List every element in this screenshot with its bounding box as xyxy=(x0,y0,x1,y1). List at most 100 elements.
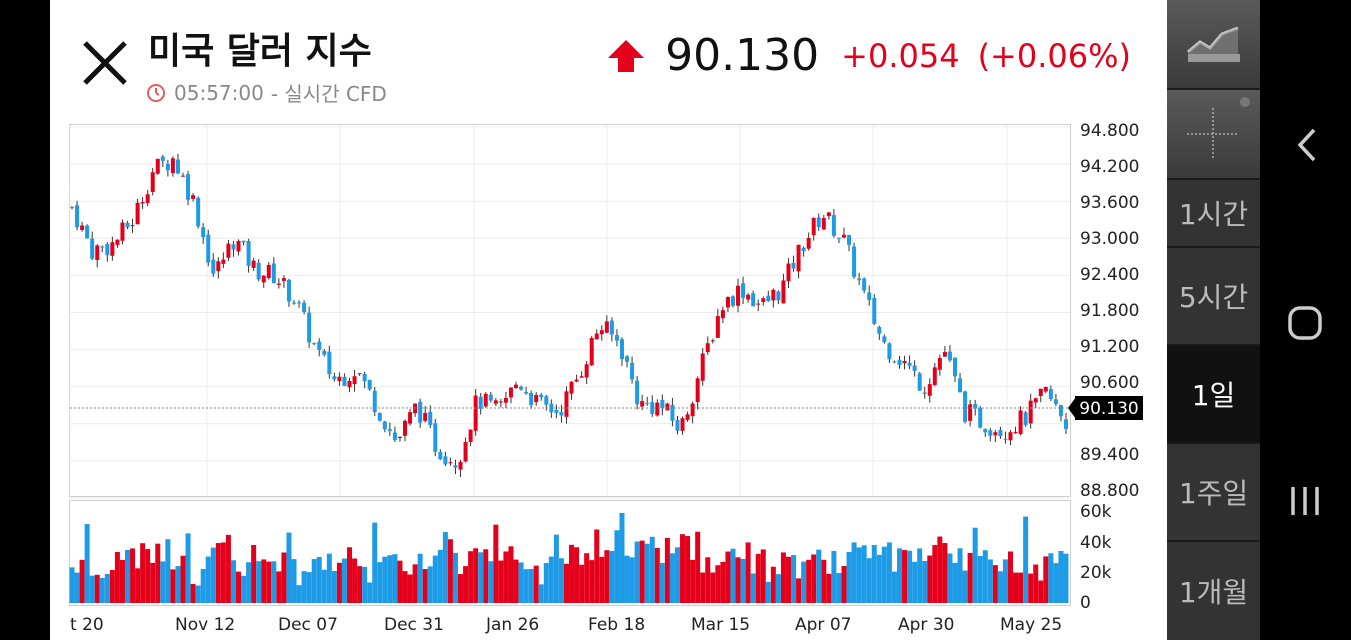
candle-body xyxy=(246,240,251,266)
candle-body xyxy=(630,362,635,380)
candle-body xyxy=(897,359,902,365)
volume-bar xyxy=(432,555,438,603)
volume-bar xyxy=(478,552,484,603)
candle-body xyxy=(332,376,337,380)
candle-body xyxy=(1008,432,1013,441)
chart-type-button[interactable] xyxy=(1167,0,1260,88)
price-tick-label: 94.800 xyxy=(1080,121,1139,141)
candle-body xyxy=(534,394,539,403)
line-chart-icon xyxy=(1186,26,1240,62)
volume-bar xyxy=(1043,556,1049,603)
price-tick-label: 88.800 xyxy=(1080,481,1139,501)
volume-bar xyxy=(896,548,902,603)
candle-body xyxy=(786,263,791,282)
volume-bar xyxy=(463,566,469,603)
candle-body xyxy=(685,414,690,420)
back-icon[interactable] xyxy=(1290,126,1324,164)
timeframe-1m[interactable]: 1개월 xyxy=(1167,542,1260,640)
volume-bar xyxy=(331,570,337,603)
timeframe-1w[interactable]: 1주일 xyxy=(1167,444,1260,540)
volume-bar xyxy=(841,566,847,603)
volume-bar xyxy=(412,564,418,603)
quote-time: 05:57:00 xyxy=(174,80,264,105)
current-price-label: 90.130 xyxy=(1079,399,1138,419)
date-tick-label: Apr 07 xyxy=(795,615,851,635)
volume-bar xyxy=(902,550,908,603)
candle-body xyxy=(609,320,614,335)
candle-body xyxy=(216,261,221,272)
candle-body xyxy=(80,225,85,230)
timeframe-1h[interactable]: 1시간 xyxy=(1167,180,1260,246)
volume-bar xyxy=(1002,559,1008,603)
volume-bar xyxy=(962,570,968,603)
volume-bar xyxy=(770,566,776,603)
home-icon[interactable] xyxy=(1286,304,1324,342)
volume-bar xyxy=(195,585,201,603)
volume-bar xyxy=(796,578,802,603)
volume-bar xyxy=(881,546,887,603)
current-price-badge xyxy=(1075,396,1143,420)
candle-body xyxy=(907,362,912,366)
candle-body xyxy=(70,207,74,209)
volume-bar xyxy=(710,572,716,603)
candle-body xyxy=(1043,386,1048,392)
chart-canvas[interactable]: 94.800 94.200 93.600 93.000 92.400 91.800 91.2… xyxy=(50,0,1167,640)
close-button[interactable] xyxy=(80,38,130,88)
volume-bar xyxy=(765,581,771,603)
crosshair-button[interactable] xyxy=(1167,90,1260,178)
candle-body xyxy=(1003,438,1008,440)
candle-body xyxy=(191,195,196,199)
candle-body xyxy=(1018,410,1023,435)
timeframe-1d[interactable]: 1일 xyxy=(1167,346,1260,442)
candle-body xyxy=(599,330,604,335)
candle-body xyxy=(206,234,211,263)
volume-bar xyxy=(715,565,721,603)
volume-bar xyxy=(89,575,95,603)
candle-body xyxy=(927,384,932,396)
candle-body xyxy=(281,278,286,281)
timeframe-5h[interactable]: 5시간 xyxy=(1167,248,1260,344)
volume-bar xyxy=(760,549,766,603)
recents-icon[interactable] xyxy=(1287,482,1323,520)
volume-bar xyxy=(286,532,292,603)
candle-body xyxy=(1033,398,1038,403)
volume-bar xyxy=(347,547,353,603)
price-tick-label: 91.800 xyxy=(1080,301,1139,321)
candle-body xyxy=(458,461,463,470)
volume-bar xyxy=(816,549,822,603)
candle-body xyxy=(1058,405,1063,417)
candle-body xyxy=(140,202,145,204)
candle-body xyxy=(1023,412,1028,425)
instrument-title: 미국 달러 지수 xyxy=(148,31,372,72)
volume-bar xyxy=(372,522,378,603)
volume-bar xyxy=(543,562,549,603)
volume-bar xyxy=(1038,580,1044,603)
candle-body xyxy=(937,358,942,370)
candle-body xyxy=(428,411,433,426)
volume-bar xyxy=(730,548,736,603)
volume-bar xyxy=(674,547,680,603)
volume-bar xyxy=(548,556,554,603)
volume-bar xyxy=(230,560,236,603)
candle-body xyxy=(912,365,917,371)
candle-body xyxy=(493,400,498,404)
date-tick-label: Mar 15 xyxy=(691,615,750,635)
timeframe-1w-label: 1주일 xyxy=(1178,477,1249,510)
candle-body xyxy=(448,462,453,464)
candle-body xyxy=(342,376,347,386)
volume-bar xyxy=(276,571,282,603)
current-price-badge-pointer xyxy=(1068,397,1076,419)
candle-body xyxy=(292,302,297,304)
price-pane[interactable] xyxy=(69,124,1071,497)
candle-body xyxy=(408,412,413,424)
volume-bar xyxy=(1007,551,1013,603)
candle-body xyxy=(181,175,186,177)
volume-bar xyxy=(977,555,983,603)
price-change: +0.054 xyxy=(841,36,960,75)
volume-bar xyxy=(508,546,514,603)
candle-body xyxy=(150,172,155,192)
volume-bar xyxy=(291,559,297,603)
candle-body xyxy=(478,396,483,409)
candle-body xyxy=(236,240,241,252)
volume-bar xyxy=(84,524,90,603)
